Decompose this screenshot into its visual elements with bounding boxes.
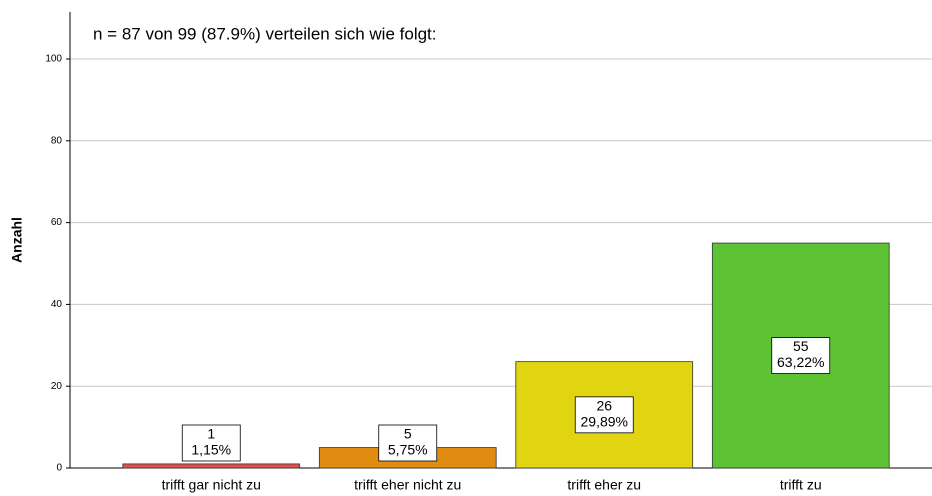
y-axis-label: Anzahl (9, 217, 25, 263)
y-tick-label: 100 (45, 54, 62, 65)
y-tick-label: 60 (51, 217, 63, 228)
data-label: 55 (793, 338, 809, 354)
data-label-box (574, 396, 634, 434)
percentage-label: 29,89% (581, 414, 628, 430)
data-label-box (378, 424, 438, 462)
data-label-box (771, 337, 831, 374)
bar (122, 463, 301, 469)
x-tick-label: trifft gar nicht zu (162, 477, 261, 493)
percentage-label: 1,15% (191, 442, 231, 458)
y-tick-label: 80 (51, 135, 63, 146)
percentage-label: 63,22% (777, 354, 824, 370)
annotation: n = 87 von 99 (87.9%) verteilen sich wie… (93, 24, 437, 43)
data-label: 1 (207, 426, 215, 442)
x-tick-label: trifft eher zu (567, 477, 641, 493)
data-label: 26 (596, 398, 612, 414)
y-tick-label: 20 (51, 381, 63, 392)
percentage-label: 5,75% (388, 442, 428, 458)
x-tick-label: trifft eher nicht zu (354, 477, 461, 493)
data-label: 5 (404, 426, 412, 442)
y-tick-label: 0 (56, 463, 62, 474)
y-tick-label: 40 (51, 299, 63, 310)
x-tick-label: trifft zu (780, 477, 822, 493)
data-label-box (181, 424, 241, 462)
